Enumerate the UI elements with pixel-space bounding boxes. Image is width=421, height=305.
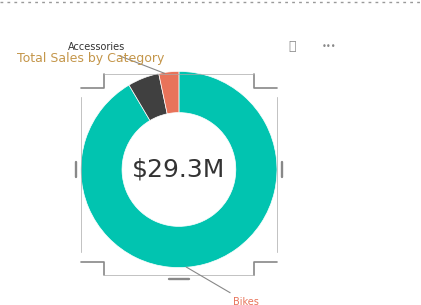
Wedge shape (129, 74, 167, 120)
Text: Total Sales by Category: Total Sales by Category (17, 52, 164, 65)
Text: Bikes: Bikes (186, 267, 259, 305)
Text: •••: ••• (322, 42, 336, 51)
Text: Accessories: Accessories (68, 42, 165, 73)
Wedge shape (159, 71, 179, 114)
Text: ⛉: ⛉ (288, 40, 296, 53)
Text: $29.3M: $29.3M (132, 157, 226, 181)
Wedge shape (81, 71, 277, 267)
